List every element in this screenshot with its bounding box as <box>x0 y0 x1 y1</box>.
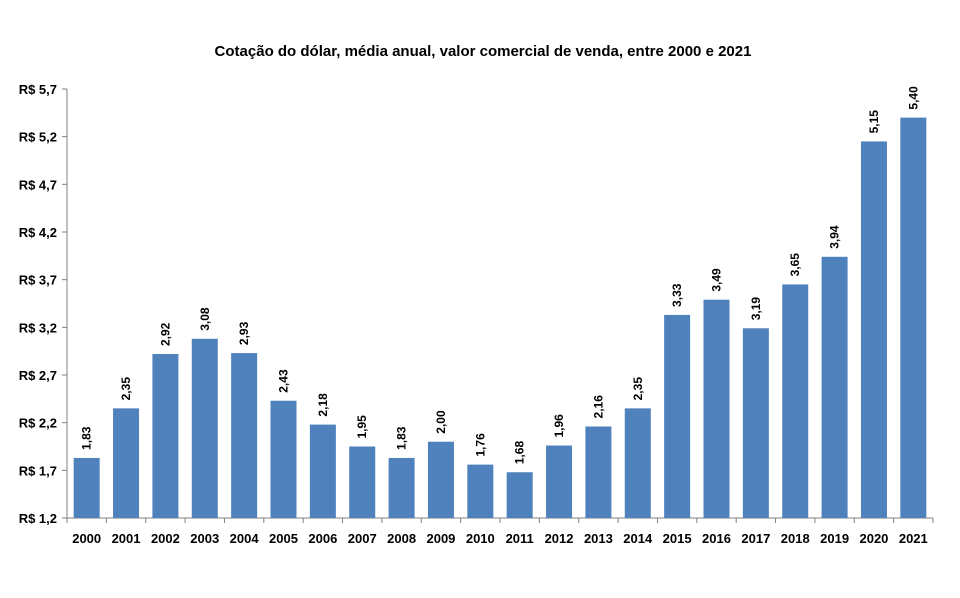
x-tick-label: 2019 <box>820 531 849 546</box>
x-tick-label: 2014 <box>623 531 653 546</box>
y-tick-label: R$ 3,2 <box>19 320 57 335</box>
x-tick-label: 2017 <box>741 531 770 546</box>
data-label: 1,95 <box>355 415 369 439</box>
x-tick-label: 2015 <box>663 531 692 546</box>
y-tick-label: R$ 2,7 <box>19 368 57 383</box>
data-label: 2,35 <box>631 377 645 401</box>
y-tick-label: R$ 1,7 <box>19 463 57 478</box>
bar-2021 <box>900 117 927 518</box>
data-label: 2,92 <box>158 322 172 346</box>
data-label: 5,15 <box>867 110 881 134</box>
x-tick-label: 2005 <box>269 531 298 546</box>
bar-2008 <box>388 457 415 518</box>
bar-2018 <box>782 284 809 518</box>
bar-2004 <box>231 353 258 518</box>
data-label: 3,65 <box>788 253 802 277</box>
data-label: 1,83 <box>395 426 409 450</box>
bar-2017 <box>742 328 769 518</box>
bar-2009 <box>427 441 454 518</box>
x-tick-label: 2013 <box>584 531 613 546</box>
bar-2001 <box>113 408 140 518</box>
data-label: 1,83 <box>80 426 94 450</box>
bar-2005 <box>270 400 297 518</box>
x-tick-label: 2004 <box>230 531 260 546</box>
bar-2000 <box>73 457 100 518</box>
x-tick-label: 2002 <box>151 531 180 546</box>
x-tick-label: 2012 <box>545 531 574 546</box>
y-tick-label: R$ 5,7 <box>19 82 57 97</box>
x-tick-label: 2000 <box>72 531 101 546</box>
x-tick-label: 2011 <box>506 531 534 546</box>
data-label: 2,00 <box>434 410 448 434</box>
data-label: 3,19 <box>749 297 763 321</box>
x-tick-label: 2007 <box>348 531 377 546</box>
x-tick-label: 2001 <box>112 531 141 546</box>
data-label: 2,93 <box>237 321 251 345</box>
data-label: 3,94 <box>828 225 842 249</box>
bar-2011 <box>506 472 533 518</box>
bar-2012 <box>546 445 573 518</box>
data-label: 1,68 <box>513 441 527 465</box>
bar-2007 <box>349 446 376 518</box>
bar-2013 <box>585 426 612 518</box>
y-tick-label: R$ 5,2 <box>19 130 57 145</box>
data-label: 3,49 <box>710 268 724 292</box>
x-tick-label: 2021 <box>899 531 928 546</box>
x-tick-label: 2009 <box>426 531 455 546</box>
data-label: 5,40 <box>906 86 920 110</box>
bar-2016 <box>703 299 730 518</box>
data-label: 2,35 <box>119 377 133 401</box>
x-tick-label: 2020 <box>859 531 888 546</box>
y-tick-label: R$ 2,2 <box>19 416 57 431</box>
x-tick-label: 2003 <box>190 531 219 546</box>
x-tick-label: 2016 <box>702 531 731 546</box>
bar-2010 <box>467 464 494 518</box>
data-label: 2,18 <box>316 393 330 417</box>
bar-2006 <box>309 424 336 518</box>
data-label: 3,33 <box>670 283 684 307</box>
bar-2014 <box>624 408 651 518</box>
y-tick-label: R$ 4,7 <box>19 177 57 192</box>
data-label: 1,96 <box>552 414 566 438</box>
data-label: 2,16 <box>591 395 605 419</box>
bar-2019 <box>821 256 848 518</box>
bar-2015 <box>664 314 691 518</box>
x-tick-label: 2008 <box>387 531 416 546</box>
data-label: 2,43 <box>277 369 291 393</box>
x-tick-label: 2006 <box>308 531 337 546</box>
x-tick-label: 2010 <box>466 531 495 546</box>
y-tick-label: R$ 3,7 <box>19 273 57 288</box>
bar-2020 <box>860 141 887 518</box>
bar-2002 <box>152 354 179 518</box>
bar-2003 <box>191 338 218 518</box>
x-tick-label: 2018 <box>781 531 810 546</box>
y-tick-label: R$ 4,2 <box>19 225 57 240</box>
chart-title: Cotação do dólar, média anual, valor com… <box>215 43 752 60</box>
data-label: 3,08 <box>198 307 212 331</box>
y-tick-label: R$ 1,2 <box>19 511 57 526</box>
data-label: 1,76 <box>473 433 487 457</box>
